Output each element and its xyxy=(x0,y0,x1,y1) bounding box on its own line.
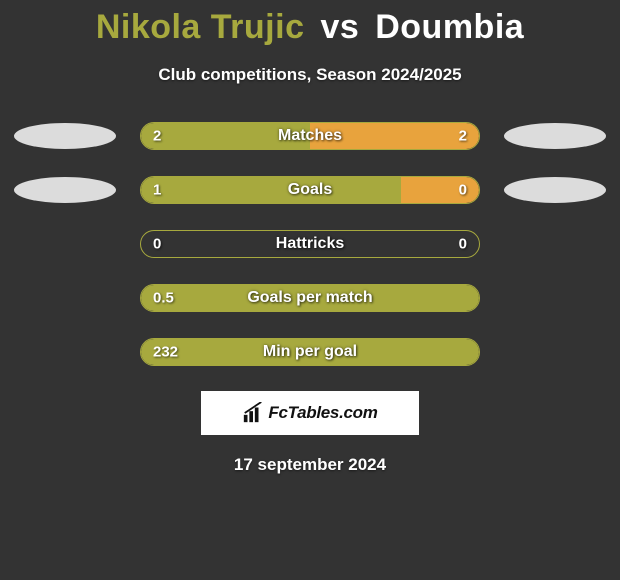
player2-name: Doumbia xyxy=(375,8,524,46)
left-badge xyxy=(10,121,120,151)
stat-right-value: 2 xyxy=(459,128,467,145)
date-label: 17 september 2024 xyxy=(0,455,620,475)
stat-bar: 1 Goals 0 xyxy=(140,176,480,204)
right-badge xyxy=(500,121,610,151)
stat-right-value: 0 xyxy=(459,236,467,253)
stat-bar: 2 Matches 2 xyxy=(140,122,480,150)
brand-text: FcTables.com xyxy=(268,403,377,423)
stat-right-value: 0 xyxy=(459,182,467,199)
team-ellipse-icon xyxy=(504,123,606,149)
stat-label: Goals per match xyxy=(247,289,372,307)
stat-label: Goals xyxy=(288,181,332,199)
title: Nikola Trujic vs Doumbia xyxy=(0,8,620,47)
stat-label: Hattricks xyxy=(276,235,344,253)
brand-box[interactable]: FcTables.com xyxy=(201,391,419,435)
team-ellipse-icon xyxy=(14,177,116,203)
stat-row: 0 Hattricks 0 xyxy=(0,229,620,259)
team-ellipse-icon xyxy=(504,177,606,203)
left-badge xyxy=(10,175,120,205)
stat-label: Matches xyxy=(278,127,342,145)
bar-fill-left xyxy=(141,177,401,203)
stat-left-value: 232 xyxy=(153,344,178,361)
comparison-widget: Nikola Trujic vs Doumbia Club competitio… xyxy=(0,0,620,475)
brand-chart-icon xyxy=(242,402,264,424)
stat-left-value: 0 xyxy=(153,236,161,253)
player1-name: Nikola Trujic xyxy=(96,8,305,46)
right-badge xyxy=(500,175,610,205)
bar-fill-right xyxy=(401,177,479,203)
stat-left-value: 0.5 xyxy=(153,290,174,307)
stat-bar: 232 Min per goal xyxy=(140,338,480,366)
stat-left-value: 1 xyxy=(153,182,161,199)
stat-bar: 0.5 Goals per match xyxy=(140,284,480,312)
stat-left-value: 2 xyxy=(153,128,161,145)
stat-label: Min per goal xyxy=(263,343,357,361)
stats-area: 2 Matches 2 1 Goals 0 0 Hattricks 0 0.5 Goals per … xyxy=(0,121,620,367)
stat-row: 232 Min per goal xyxy=(0,337,620,367)
stat-row: 1 Goals 0 xyxy=(0,175,620,205)
subtitle: Club competitions, Season 2024/2025 xyxy=(0,65,620,85)
team-ellipse-icon xyxy=(14,123,116,149)
vs-label: vs xyxy=(320,8,359,46)
stat-row: 2 Matches 2 xyxy=(0,121,620,151)
stat-row: 0.5 Goals per match xyxy=(0,283,620,313)
stat-bar: 0 Hattricks 0 xyxy=(140,230,480,258)
